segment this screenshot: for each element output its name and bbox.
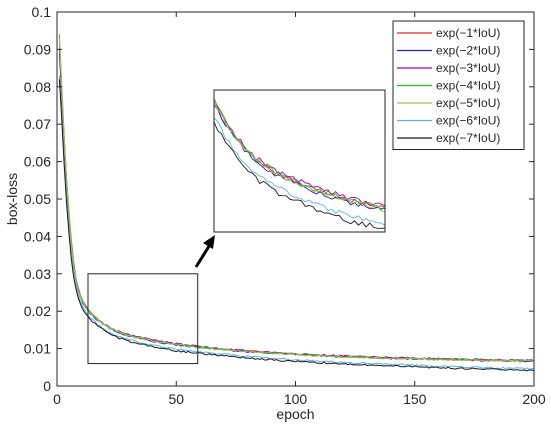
zoom-arrow <box>194 235 215 268</box>
inset-zoom-plot <box>213 89 386 233</box>
inset-series-line-4 <box>214 98 385 211</box>
y-tick-label: 0.05 <box>24 191 51 207</box>
y-axis-ticks: 0 0.01 0.02 0.03 0.04 0.05 0.06 0.07 0.08 0.09 0.1 <box>24 4 534 394</box>
y-tick-label: 0.06 <box>24 154 51 170</box>
main-plot-series <box>58 34 534 372</box>
inset-series-line-6 <box>214 116 385 227</box>
series-line-5 <box>58 38 534 363</box>
arrow-shaft <box>194 242 213 268</box>
legend: exp(−1*IoU) exp(−2*IoU) exp(−3*IoU) exp(−4*… <box>392 20 525 150</box>
series-line-6 <box>58 75 534 370</box>
y-tick-label: 0.03 <box>24 266 51 282</box>
legend-label-4: exp(−4*IoU) <box>436 79 500 93</box>
y-tick-label: 0.08 <box>24 79 51 95</box>
inset-series <box>214 97 385 229</box>
x-axis-ticks: 0 50 100 150 200 <box>53 12 546 407</box>
legend-label-5: exp(−5*IoU) <box>436 96 500 110</box>
y-tick-label: 0.04 <box>24 228 51 244</box>
y-tick-label: 0 <box>43 378 51 394</box>
zoom-region-box <box>87 273 199 365</box>
y-tick-label: 0.1 <box>32 4 52 20</box>
y-tick-label: 0.07 <box>24 116 51 132</box>
legend-label-7: exp(−7*IoU) <box>436 131 500 145</box>
x-tick-label: 0 <box>53 391 61 407</box>
x-tick-label: 200 <box>522 391 546 407</box>
y-tick-label: 0.01 <box>24 341 51 357</box>
y-axis-label: box-loss <box>4 173 20 225</box>
legend-label-2: exp(−2*IoU) <box>436 44 500 58</box>
inset-frame <box>213 89 386 233</box>
legend-label-6: exp(−6*IoU) <box>436 114 500 128</box>
y-tick-label: 0.02 <box>24 303 51 319</box>
inset-series-line-7 <box>214 120 385 229</box>
legend-label-3: exp(−3*IoU) <box>436 61 500 75</box>
x-tick-label: 50 <box>168 391 184 407</box>
inset-series-line-3 <box>214 97 385 207</box>
inset-series-line-5 <box>214 102 385 212</box>
x-tick-label: 100 <box>284 391 308 407</box>
arrow-head <box>203 235 215 249</box>
legend-label-1: exp(−1*IoU) <box>436 26 500 40</box>
x-tick-label: 150 <box>403 391 427 407</box>
series-line-7 <box>58 79 534 372</box>
y-tick-label: 0.09 <box>24 41 51 57</box>
x-axis-label: epoch <box>276 406 314 422</box>
